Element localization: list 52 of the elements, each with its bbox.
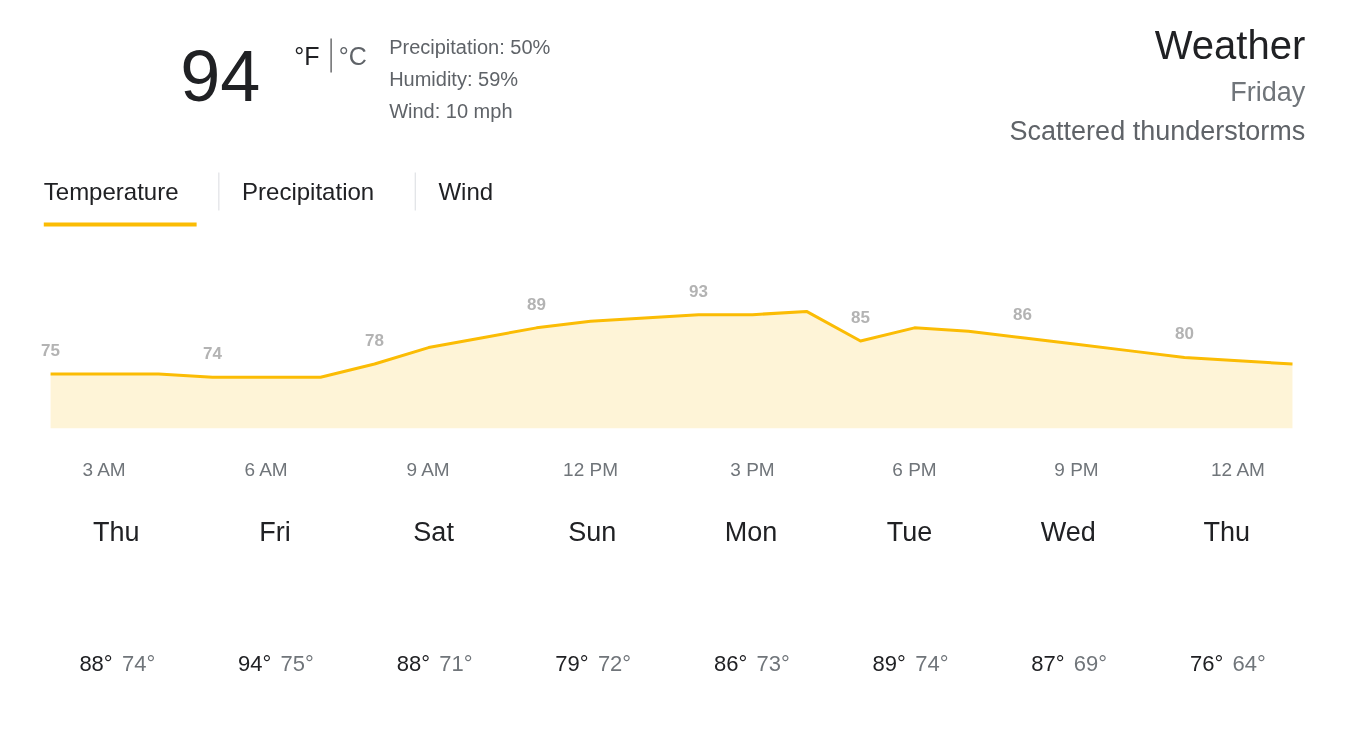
x-tick-label: 3 PM xyxy=(730,458,775,480)
text: Precipitation xyxy=(242,178,375,205)
text: Wind xyxy=(438,178,494,205)
text: 75° xyxy=(280,651,314,676)
text: 88° xyxy=(79,651,113,676)
chart-title: Weather xyxy=(1154,22,1306,67)
data-label: 85 xyxy=(851,308,870,328)
data-label: 80 xyxy=(1175,324,1194,344)
annotation: Mon xyxy=(724,516,778,547)
text: Scattered thunderstorms xyxy=(1009,115,1306,146)
text: 74° xyxy=(121,651,156,676)
text: 69° xyxy=(1073,651,1108,676)
text: 94° xyxy=(238,651,272,676)
annotation: Fri xyxy=(259,516,291,547)
text: 86° xyxy=(713,651,748,676)
text: Wind: 10 mph xyxy=(389,99,513,122)
text: 71° xyxy=(439,651,473,676)
text: 64° xyxy=(1232,651,1266,676)
text: Humidity: 59% xyxy=(389,67,519,90)
data-label: 75 xyxy=(41,340,61,360)
chart-subtitle: Friday xyxy=(1230,76,1306,107)
text: °F xyxy=(294,41,320,70)
text: 72° xyxy=(597,651,632,676)
annotation: Sun xyxy=(568,516,617,547)
text: 88° xyxy=(396,651,430,676)
text: 87° xyxy=(1031,651,1065,676)
data-label: 78 xyxy=(365,331,385,351)
text: °C xyxy=(338,41,367,70)
text: 76° xyxy=(1189,651,1224,676)
data-label: 89 xyxy=(527,294,547,314)
text: 74° xyxy=(915,651,949,676)
text: 89° xyxy=(872,651,906,676)
x-tick-label: 6 AM xyxy=(244,458,288,480)
data-label: 86 xyxy=(1013,304,1032,324)
x-tick-label: 9 PM xyxy=(1054,458,1099,480)
data-label: 74 xyxy=(203,344,223,364)
x-tick-label: 3 AM xyxy=(82,458,126,480)
data-label: 93 xyxy=(689,281,708,301)
x-tick-label: 6 PM xyxy=(892,458,937,480)
x-tick-label: 12 AM xyxy=(1211,458,1265,480)
annotation: Thu xyxy=(93,516,140,547)
annotation: Wed xyxy=(1040,516,1096,547)
text: Precipitation: 50% xyxy=(389,35,551,58)
x-tick-label: 12 PM xyxy=(563,458,618,480)
annotation: Thu xyxy=(1203,516,1251,547)
x-tick-label: 9 AM xyxy=(406,458,450,480)
annotation: Sat xyxy=(413,516,455,547)
annotation: Tue xyxy=(886,516,933,547)
text: 79° xyxy=(555,651,589,676)
text: Temperature xyxy=(43,178,179,205)
text: 73° xyxy=(756,651,790,676)
text: 94 xyxy=(180,35,261,116)
